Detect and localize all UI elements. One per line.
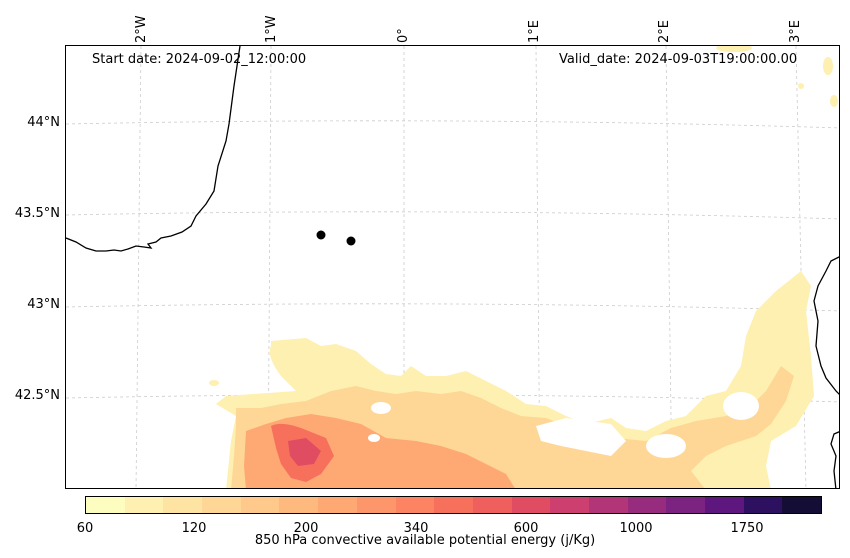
colorbar-segment-10 xyxy=(472,497,512,513)
colorbar-segment-0 xyxy=(86,497,125,513)
valid-date-label: Valid_date: 2024-09-03T19:00:00.00 xyxy=(559,52,798,67)
colorbar-segment-12 xyxy=(550,497,589,513)
colorbar xyxy=(85,496,822,514)
colorbar-segment-13 xyxy=(588,497,628,513)
coastline-east-lower xyxy=(830,431,839,488)
colorbar-segment-6 xyxy=(318,497,357,513)
colorbar-segment-3 xyxy=(202,497,241,513)
colorbar-segment-15 xyxy=(666,497,705,513)
lat-label-44: 44°N xyxy=(27,115,60,130)
colorbar-segment-2 xyxy=(163,497,203,513)
coastlines xyxy=(66,46,839,488)
station-marker xyxy=(316,230,326,240)
colorbar-tick: 1000 xyxy=(619,521,653,536)
cape-patch xyxy=(716,46,752,52)
cape-region-core xyxy=(288,438,321,466)
colorbar-segment-5 xyxy=(279,497,319,513)
cape-hole xyxy=(371,402,391,414)
colorbar-segment-8 xyxy=(395,497,435,513)
cape-hole xyxy=(646,434,686,458)
coastline-france-spain xyxy=(66,46,241,252)
colorbar-label: 850 hPa convective available potential e… xyxy=(254,533,596,548)
colorbar-tick: 120 xyxy=(181,521,207,536)
lat-label-42-5: 42.5°N xyxy=(14,388,60,403)
colorbar-tick: 600 xyxy=(513,521,539,536)
lon-label-2e: 2°E xyxy=(657,20,672,43)
colorbar-tick: 340 xyxy=(403,521,429,536)
cape-patch xyxy=(798,83,804,89)
colorbar-segment-18 xyxy=(782,497,822,513)
colorbar-segment-14 xyxy=(627,497,667,513)
colorbar-tick: 1750 xyxy=(730,521,764,536)
cape-patch xyxy=(823,57,833,75)
gridlines xyxy=(66,46,839,488)
map-panel xyxy=(65,45,840,489)
lon-label-0: 0° xyxy=(396,28,411,43)
station-marker xyxy=(346,236,356,246)
cape-patch xyxy=(830,95,838,107)
colorbar-segment-17 xyxy=(743,497,783,513)
colorbar-segment-16 xyxy=(705,497,744,513)
cape-hole xyxy=(368,434,380,442)
lat-label-43: 43°N xyxy=(27,297,60,312)
colorbar-segment-4 xyxy=(240,497,280,513)
colorbar-tick: 60 xyxy=(76,521,94,536)
start-date-label: Start date: 2024-09-02_12:00:00 xyxy=(92,52,307,67)
coastline-east xyxy=(813,256,839,395)
cape-hole xyxy=(536,418,626,456)
colorbar-segment-7 xyxy=(356,497,396,513)
lon-label-2w: 2°W xyxy=(134,15,149,43)
map-canvas xyxy=(66,46,839,488)
lon-label-3e: 3°E xyxy=(788,20,803,43)
colorbar-segment-11 xyxy=(511,497,551,513)
colorbar-segment-9 xyxy=(434,497,473,513)
lon-label-1e: 1°E xyxy=(527,20,542,43)
colorbar-segment-1 xyxy=(124,497,164,513)
lat-label-43-5: 43.5°N xyxy=(14,206,60,221)
cape-patch xyxy=(209,380,219,386)
colorbar-tick: 200 xyxy=(293,521,319,536)
cape-shading xyxy=(209,46,838,488)
lon-label-1w: 1°W xyxy=(264,15,279,43)
cape-hole xyxy=(723,392,759,420)
